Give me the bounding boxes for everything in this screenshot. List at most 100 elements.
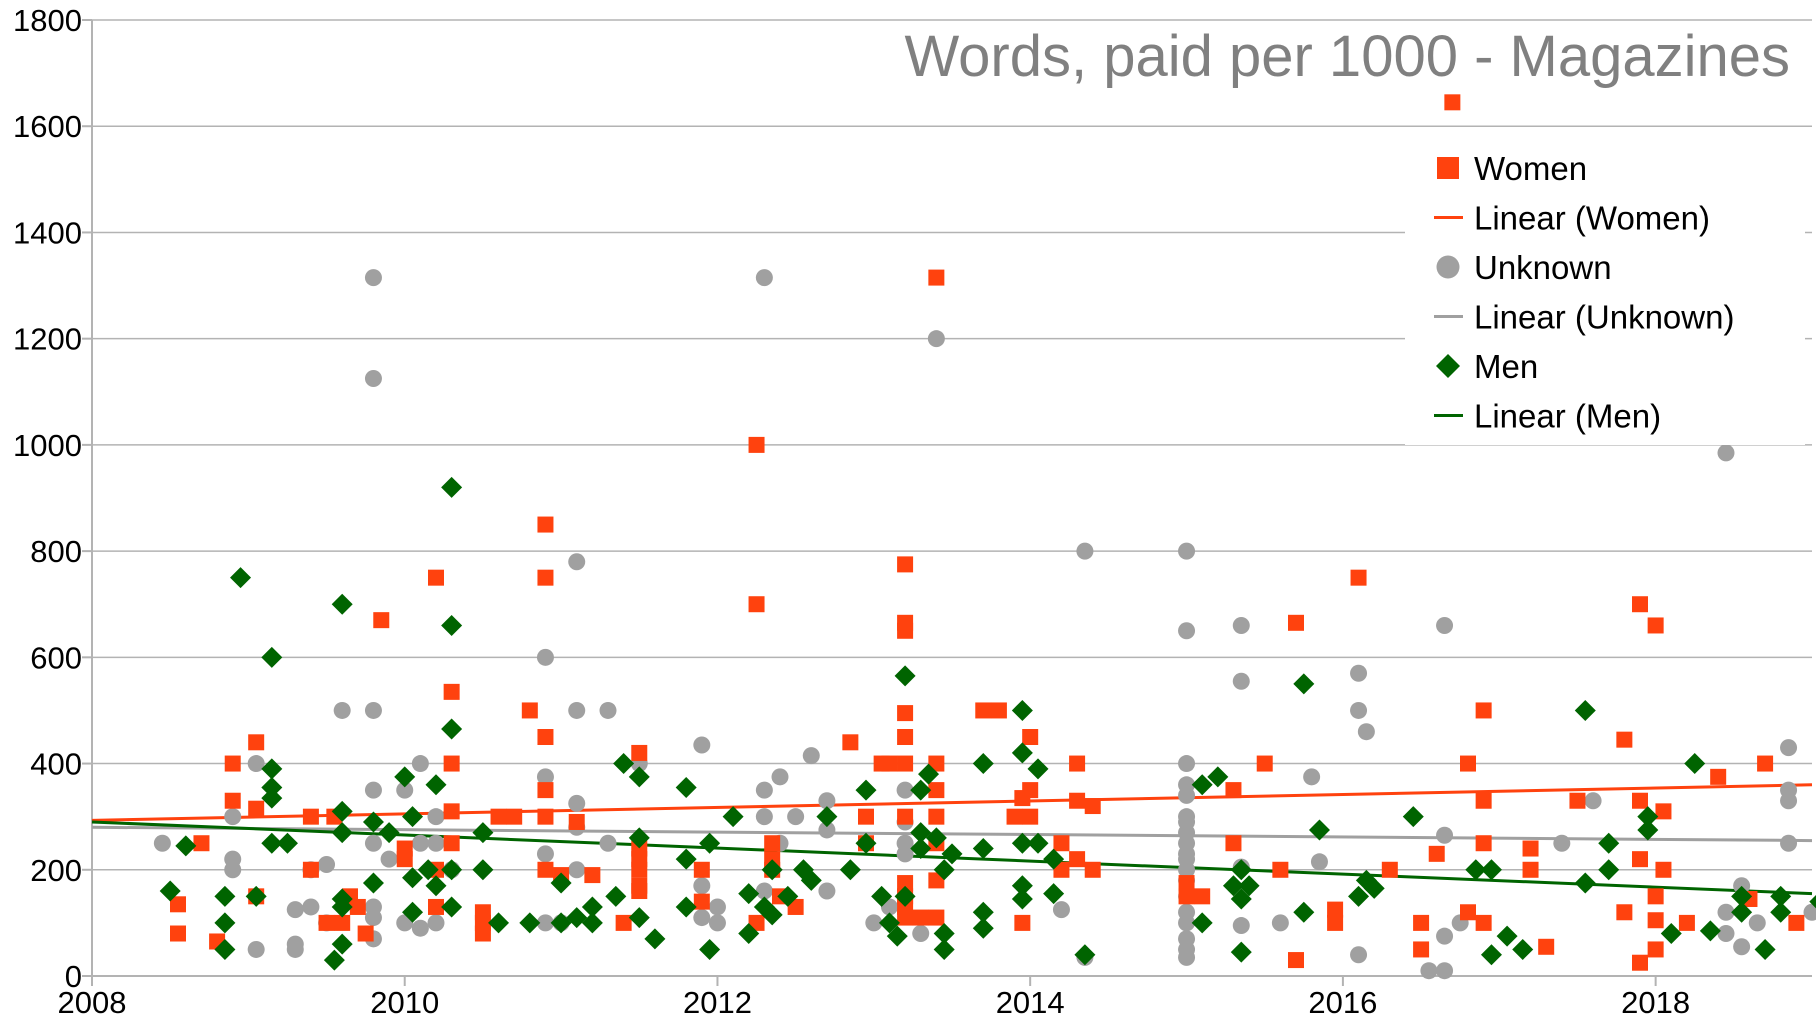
legend-label: Linear (Men)	[1474, 398, 1661, 435]
women-point	[248, 800, 265, 817]
women-point	[1475, 835, 1492, 852]
men-point	[1191, 774, 1213, 796]
women-point	[506, 808, 523, 825]
women-point	[1084, 861, 1101, 878]
men-point	[1770, 885, 1792, 907]
unknown-point	[318, 855, 336, 873]
x-tick-label: 2016	[1308, 985, 1377, 1020]
men-point	[918, 763, 940, 785]
unknown-point	[1420, 962, 1438, 980]
women-point	[373, 612, 390, 629]
women-point	[537, 808, 554, 825]
men-point	[878, 912, 900, 934]
men-point	[1598, 832, 1620, 854]
men-point	[1011, 699, 1033, 721]
men-point	[441, 476, 463, 498]
women-point	[443, 835, 460, 852]
women-point	[615, 914, 632, 931]
unknown-point	[1717, 903, 1735, 921]
men-point	[417, 859, 439, 881]
women-point	[224, 755, 241, 772]
women-point	[302, 808, 319, 825]
unknown-point	[427, 808, 445, 826]
women-point	[1022, 808, 1039, 825]
men-point	[613, 753, 635, 775]
women-point	[1428, 845, 1445, 862]
women-point	[1194, 888, 1211, 905]
women-point	[1069, 851, 1086, 868]
women-point	[1647, 941, 1664, 958]
men-point	[738, 923, 760, 945]
women-point	[1022, 729, 1039, 745]
unknown-point	[286, 940, 304, 958]
men-point	[1011, 888, 1033, 910]
x-tick-labels: 2008 2010 2012 2014 2016 2018	[58, 985, 1691, 1020]
men-point	[1574, 872, 1596, 894]
grid-lines	[92, 19, 1812, 871]
unknown-point	[364, 370, 382, 387]
men-point	[402, 867, 424, 889]
data-points	[153, 94, 1816, 980]
men-point	[472, 859, 494, 881]
men-point	[972, 917, 994, 939]
men-point	[1480, 859, 1502, 881]
men-point	[581, 912, 603, 934]
women-point	[1053, 835, 1070, 852]
unknown-point	[1717, 444, 1735, 462]
unknown-point	[364, 269, 382, 287]
women-point	[912, 909, 929, 926]
women-point	[764, 835, 781, 852]
women-point	[1632, 851, 1648, 868]
women-trend-line	[91, 783, 1813, 822]
women-point	[897, 909, 914, 926]
unknown-point	[818, 792, 836, 810]
unknown-point	[1357, 723, 1375, 741]
men-point	[1308, 819, 1330, 841]
unknown-point	[568, 794, 586, 812]
women-point	[1647, 912, 1664, 929]
men-point	[699, 832, 721, 854]
men-point	[910, 838, 932, 860]
unknown-point	[224, 808, 242, 826]
men-point	[910, 779, 932, 801]
unknown-point	[568, 553, 586, 571]
men-point	[402, 901, 424, 923]
men-point	[1230, 941, 1252, 963]
women-point	[975, 702, 992, 719]
unknown-point	[1733, 877, 1751, 895]
men-point	[1043, 848, 1065, 870]
unknown-point	[1350, 664, 1368, 682]
men-point	[605, 885, 627, 907]
men-point	[1011, 875, 1033, 897]
men-point	[933, 859, 955, 881]
men-point	[378, 822, 400, 844]
unknown-point	[536, 845, 554, 863]
women-point	[631, 861, 648, 878]
unknown-point	[1350, 701, 1368, 719]
women-point	[357, 925, 374, 942]
women-point	[1288, 952, 1304, 969]
legend-label: Unknown	[1474, 249, 1612, 286]
unknown-point	[1553, 834, 1571, 852]
men-point	[1230, 859, 1252, 881]
legend-label: Women	[1474, 150, 1587, 187]
men-point	[1222, 875, 1244, 897]
women-point	[537, 569, 554, 586]
legend-label: Linear (Unknown)	[1474, 299, 1734, 336]
men-point	[1770, 901, 1792, 923]
women-point	[858, 808, 874, 825]
women-point	[1647, 888, 1664, 905]
women-point	[568, 813, 585, 830]
men-point	[628, 766, 650, 788]
men-point	[1402, 806, 1424, 828]
women-point	[1413, 941, 1430, 958]
men-point	[261, 646, 283, 668]
men-point	[933, 923, 955, 945]
men-point	[1238, 875, 1260, 897]
women-point	[1381, 861, 1398, 878]
unknown-point	[536, 648, 554, 666]
women-point	[224, 792, 241, 809]
unknown-point	[411, 919, 429, 937]
women-point	[490, 808, 507, 825]
men-point	[761, 859, 783, 881]
